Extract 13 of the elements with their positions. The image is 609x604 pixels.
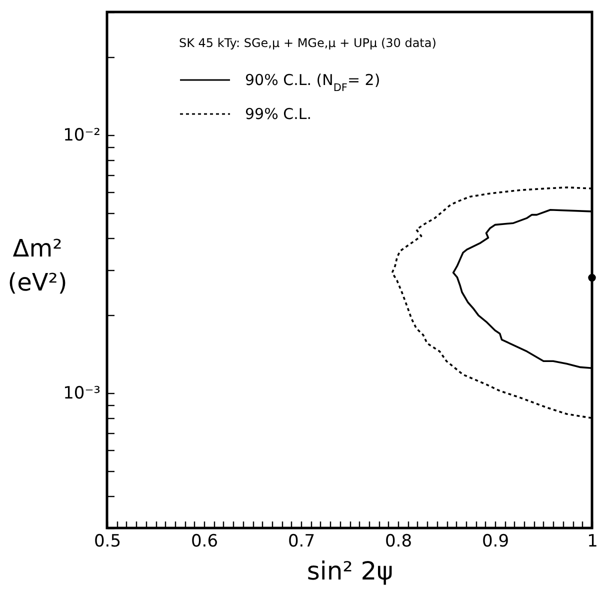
x-tick-label: 0.7 [288,532,316,552]
x-tick-label: 0.5 [94,532,122,552]
y-tick-label: 10⁻² [63,126,100,146]
y-tick-label: 10⁻³ [63,384,100,404]
legend-label: 99% C.L. [245,105,312,123]
legend-title: SK 45 kTy: SGe,μ + MGe,μ + UPμ (30 data) [179,36,436,50]
x-tick-label: 0.6 [190,532,218,552]
x-tick-label: 0.9 [482,532,510,552]
y-axis-title: Δm² (eV²) [8,234,68,296]
x-axis-title: sin² 2ψ [306,556,394,586]
legend-label: 90% C.L. (N$_{DF}$= 2) [245,71,380,94]
x-tick-label: 0.8 [384,532,412,552]
x-tick-label: 1 [587,532,598,552]
